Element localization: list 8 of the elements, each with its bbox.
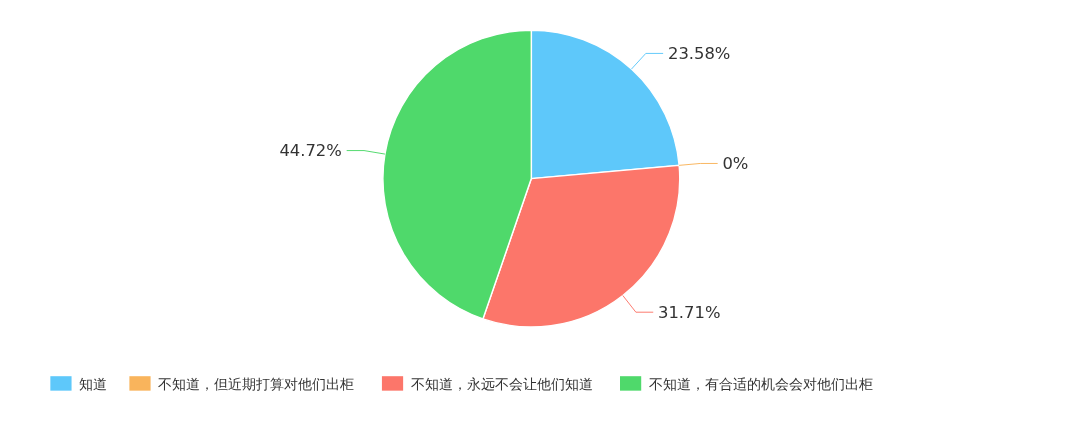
legend-label: 不知道，永远不会让他们知道 bbox=[410, 375, 593, 392]
legend-label: 知道 bbox=[79, 375, 108, 392]
legend-label: 不知道，有合适的机会会对他们出柜 bbox=[648, 375, 873, 392]
text: 0% bbox=[722, 154, 749, 174]
legend-label: 不知道，但近期打算对他们出柜 bbox=[158, 375, 355, 392]
data-label: 31.71% bbox=[658, 302, 721, 322]
data-label: 23.58% bbox=[667, 44, 731, 64]
data-label: 44.72% bbox=[279, 141, 342, 161]
